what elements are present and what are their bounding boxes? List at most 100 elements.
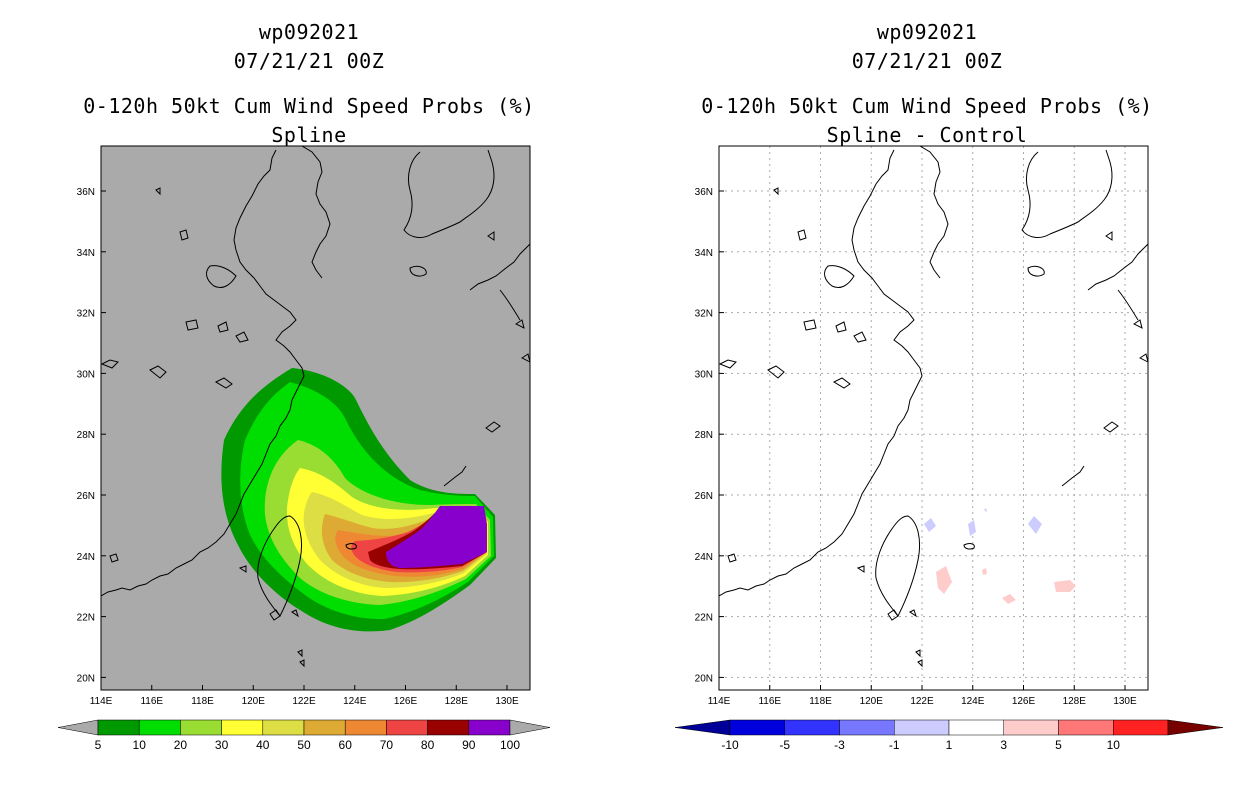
colorbar-label: -5 <box>779 738 790 752</box>
lon-tick-label: 116E <box>758 696 781 707</box>
lon-tick-label: 128E <box>445 696 469 707</box>
lon-tick-label: 130E <box>1113 696 1137 707</box>
colorbar-label: 5 <box>1055 738 1062 752</box>
left-axis-ticks: 114E 116E 118E 120E 122E 124E 126E 128E 130E 36N 3… <box>77 187 519 707</box>
colorbar-box <box>894 719 950 736</box>
lon-tick-label: 122E <box>292 696 316 707</box>
lon-tick-label: 114E <box>90 696 113 707</box>
lon-tick-label: 122E <box>910 696 934 707</box>
colorbar-high-end <box>509 719 551 736</box>
colorbar-box <box>948 719 1004 736</box>
lat-tick-label: 24N <box>77 552 95 563</box>
right-method-title: Spline - Control <box>826 123 1028 147</box>
lon-tick-label: 118E <box>809 696 832 707</box>
colorbar-box <box>1003 719 1059 736</box>
colorbar-box <box>1113 719 1169 736</box>
colorbar-high-end <box>1167 719 1224 736</box>
lon-tick-label: 120E <box>860 696 884 707</box>
colorbar-label: 50 <box>297 738 311 752</box>
colorbar-low-end <box>57 719 99 736</box>
lat-tick-label: 22N <box>77 613 95 624</box>
colorbar-label: 40 <box>256 738 270 752</box>
right-axis-ticks: 114E 116E 118E 120E 122E 124E 126E 128E 130E 36N 3… <box>695 187 1137 707</box>
diff-pos-1 <box>936 566 952 594</box>
right-difference-map: 114E 116E 118E 120E 122E 124E 126E 128E 130E 36N 3… <box>674 145 1224 752</box>
lon-tick-label: 126E <box>394 696 418 707</box>
colorbar-label: 80 <box>421 738 435 752</box>
left-map-frame <box>100 145 531 691</box>
lon-tick-label: 124E <box>343 696 367 707</box>
right-coastline <box>719 146 1148 668</box>
lon-tick-label: 120E <box>242 696 266 707</box>
colorbar-box <box>784 719 840 736</box>
right-map-frame <box>718 145 1149 691</box>
colorbar-label: 60 <box>339 738 353 752</box>
lat-tick-label: 36N <box>695 187 713 198</box>
right-datetime: 07/21/21 00Z <box>851 49 1003 73</box>
right-gridlines <box>719 146 1148 690</box>
left-coastline <box>101 146 530 668</box>
right-map-background <box>719 146 1148 690</box>
colorbar-label: 20 <box>174 738 188 752</box>
lat-tick-label: 28N <box>77 430 95 441</box>
diff-neg-1 <box>924 518 936 532</box>
lat-tick-label: 32N <box>695 309 713 320</box>
left-probability-map: 114E 116E 118E 120E 122E 124E 126E 128E 130E 36N 3… <box>57 145 551 752</box>
lon-tick-label: 126E <box>1012 696 1036 707</box>
lon-tick-label: 130E <box>495 696 519 707</box>
lat-tick-label: 36N <box>77 187 95 198</box>
colorbar-box <box>221 719 264 736</box>
right-product-title: 0-120h 50kt Cum Wind Speed Probs (%) <box>701 94 1153 118</box>
swath-90pct <box>386 506 487 568</box>
left-panel-title: wp092021 07/21/21 00Z 0-120h 50kt Cum Wi… <box>0 18 618 150</box>
diff-pos-3 <box>1002 594 1016 604</box>
colorbar-label: 90 <box>462 738 476 752</box>
diff-pos-4 <box>1054 580 1076 592</box>
lat-tick-label: 34N <box>695 248 713 259</box>
left-method-title: Spline <box>271 123 347 147</box>
colorbar-label: 10 <box>133 738 147 752</box>
left-storm-id: wp092021 <box>258 20 360 44</box>
lat-tick-label: 32N <box>77 309 95 320</box>
colorbar-label: -10 <box>721 738 739 752</box>
colorbar-label: 10 <box>1107 738 1121 752</box>
colorbar-label: 30 <box>215 738 229 752</box>
colorbar-box <box>303 719 346 736</box>
left-colorbar: 5 10 20 30 40 50 60 70 80 90 100 <box>57 719 551 752</box>
colorbar-box <box>180 719 222 736</box>
lat-tick-label: 28N <box>695 430 713 441</box>
colorbar-box <box>97 719 140 736</box>
colorbar-box <box>427 719 470 736</box>
lon-tick-label: 114E <box>708 696 731 707</box>
diff-neg-2 <box>968 520 976 536</box>
colorbar-label: 70 <box>380 738 394 752</box>
colorbar-label: 3 <box>1000 738 1007 752</box>
lon-tick-label: 116E <box>140 696 163 707</box>
lat-tick-label: 30N <box>695 369 713 380</box>
lat-tick-label: 20N <box>695 673 713 684</box>
diff-neg-3 <box>984 508 987 512</box>
colorbar-low-end <box>674 719 731 736</box>
lon-tick-label: 128E <box>1063 696 1087 707</box>
right-panel-title: wp092021 07/21/21 00Z 0-120h 50kt Cum Wi… <box>618 18 1236 150</box>
difference-field <box>924 508 1076 604</box>
probability-swath <box>221 368 497 632</box>
colorbar-box <box>729 719 785 736</box>
colorbar-label: -3 <box>834 738 845 752</box>
lon-tick-label: 118E <box>191 696 214 707</box>
right-storm-id: wp092021 <box>876 20 978 44</box>
left-product-title: 0-120h 50kt Cum Wind Speed Probs (%) <box>83 94 535 118</box>
colorbar-box <box>386 719 428 736</box>
lat-tick-label: 24N <box>695 552 713 563</box>
colorbar-label: -1 <box>889 738 900 752</box>
colorbar-box <box>344 719 387 736</box>
lat-tick-label: 26N <box>77 491 95 502</box>
right-colorbar: -10 -5 -3 -1 1 3 5 10 <box>674 719 1224 752</box>
colorbar-label: 5 <box>95 738 102 752</box>
lat-tick-label: 20N <box>77 673 95 684</box>
colorbar-box <box>1058 719 1114 736</box>
diff-neg-4 <box>1028 516 1042 534</box>
colorbar-label: 100 <box>500 738 520 752</box>
lat-tick-label: 22N <box>695 613 713 624</box>
lon-tick-label: 124E <box>961 696 985 707</box>
